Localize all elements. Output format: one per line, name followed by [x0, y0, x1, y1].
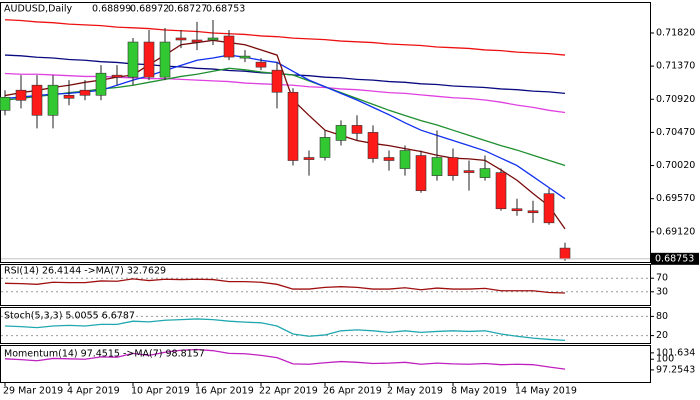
header-high: 0.68972 [130, 4, 169, 15]
candle-body [175, 37, 187, 41]
indicator-line [4, 19, 566, 56]
candle-body [559, 247, 571, 260]
candle-body [287, 91, 299, 161]
x-tick-label: 26 Apr 2019 [323, 386, 382, 397]
momentum-panel-frame [0, 345, 651, 383]
rsi-panel-frame [0, 264, 651, 306]
candle-body [495, 172, 507, 210]
candle-body [303, 157, 315, 160]
candle-body [511, 208, 523, 212]
y-tick-label: 97.2543 [656, 364, 695, 375]
y-tick-label: 100 [656, 354, 674, 365]
candle-body [479, 168, 491, 178]
candle-body [63, 94, 75, 99]
x-tick-label: 8 May 2019 [451, 386, 507, 397]
header-low: 0.68727 [168, 4, 207, 15]
y-tick-label: 20 [656, 330, 668, 341]
candle-body [239, 55, 251, 59]
x-tick-label: 10 Apr 2019 [131, 386, 190, 397]
x-tick-label: 14 May 2019 [515, 386, 577, 397]
chart-title: AUDUSD,Daily [4, 4, 73, 15]
x-tick-label: 16 Apr 2019 [195, 386, 254, 397]
panel-title: RSI(14) 26.4144 ->MA(7) 32.7629 [4, 266, 166, 277]
y-tick-label: 0.70020 [656, 160, 695, 171]
candle-body [47, 84, 59, 116]
candle-body [31, 84, 43, 116]
candle-body [0, 96, 11, 111]
panel-title: Stoch(5,3,3) 5.0055 6.6787 [4, 311, 135, 322]
candle-body [127, 41, 139, 78]
candle-body [159, 41, 171, 78]
candle-body [319, 137, 331, 158]
candle-body [351, 125, 363, 134]
candle-body [255, 61, 267, 68]
y-tick-label: 0.70470 [656, 127, 695, 138]
candle-body [383, 157, 395, 161]
candle-body [415, 155, 427, 191]
candle-body [335, 125, 347, 141]
y-tick-label: 0.70920 [656, 94, 695, 105]
candle-body [543, 193, 555, 224]
header-open: 0.68899 [92, 4, 131, 15]
candle-body [463, 170, 475, 173]
candle-body [111, 74, 123, 78]
indicator-line [4, 348, 566, 370]
candle-body [271, 69, 283, 93]
y-tick-label: 0.69120 [656, 226, 695, 237]
x-tick-label: 22 Apr 2019 [259, 386, 318, 397]
indicator-line [4, 278, 566, 294]
x-tick-label: 4 Apr 2019 [67, 386, 120, 397]
panel-title: Momentum(14) 97.4515 ->MA(7) 98.8157 [4, 349, 205, 360]
candle-body [399, 150, 411, 169]
candle-body [15, 89, 27, 101]
y-tick-label: 30 [656, 286, 668, 297]
indicator-line [4, 318, 566, 342]
candle-body [95, 72, 107, 96]
candle-body [447, 157, 459, 176]
header-close: 0.68753 [206, 4, 245, 15]
y-tick-label: 70 [656, 273, 668, 284]
candle-body [191, 39, 203, 43]
price-tag [651, 252, 699, 265]
y-tick-label: 0.69570 [656, 193, 695, 204]
candle-body [223, 35, 235, 58]
x-tick-label: 2 May 2019 [387, 386, 443, 397]
y-tick-label: 0.71820 [656, 27, 695, 38]
y-tick-label: 80 [656, 311, 668, 322]
candle-body [527, 210, 539, 214]
candle-body [79, 89, 91, 96]
y-tick-label: 101.634 [656, 347, 695, 358]
candle-body [431, 157, 443, 176]
candle-body [367, 132, 379, 159]
candle-body [207, 37, 219, 41]
price-tag-label: 0.68753 [655, 253, 694, 264]
candle-body [143, 41, 155, 78]
stoch-panel-frame [0, 307, 651, 344]
y-tick-label: 0.71370 [656, 61, 695, 72]
x-tick-label: 29 Mar 2019 [3, 386, 63, 397]
